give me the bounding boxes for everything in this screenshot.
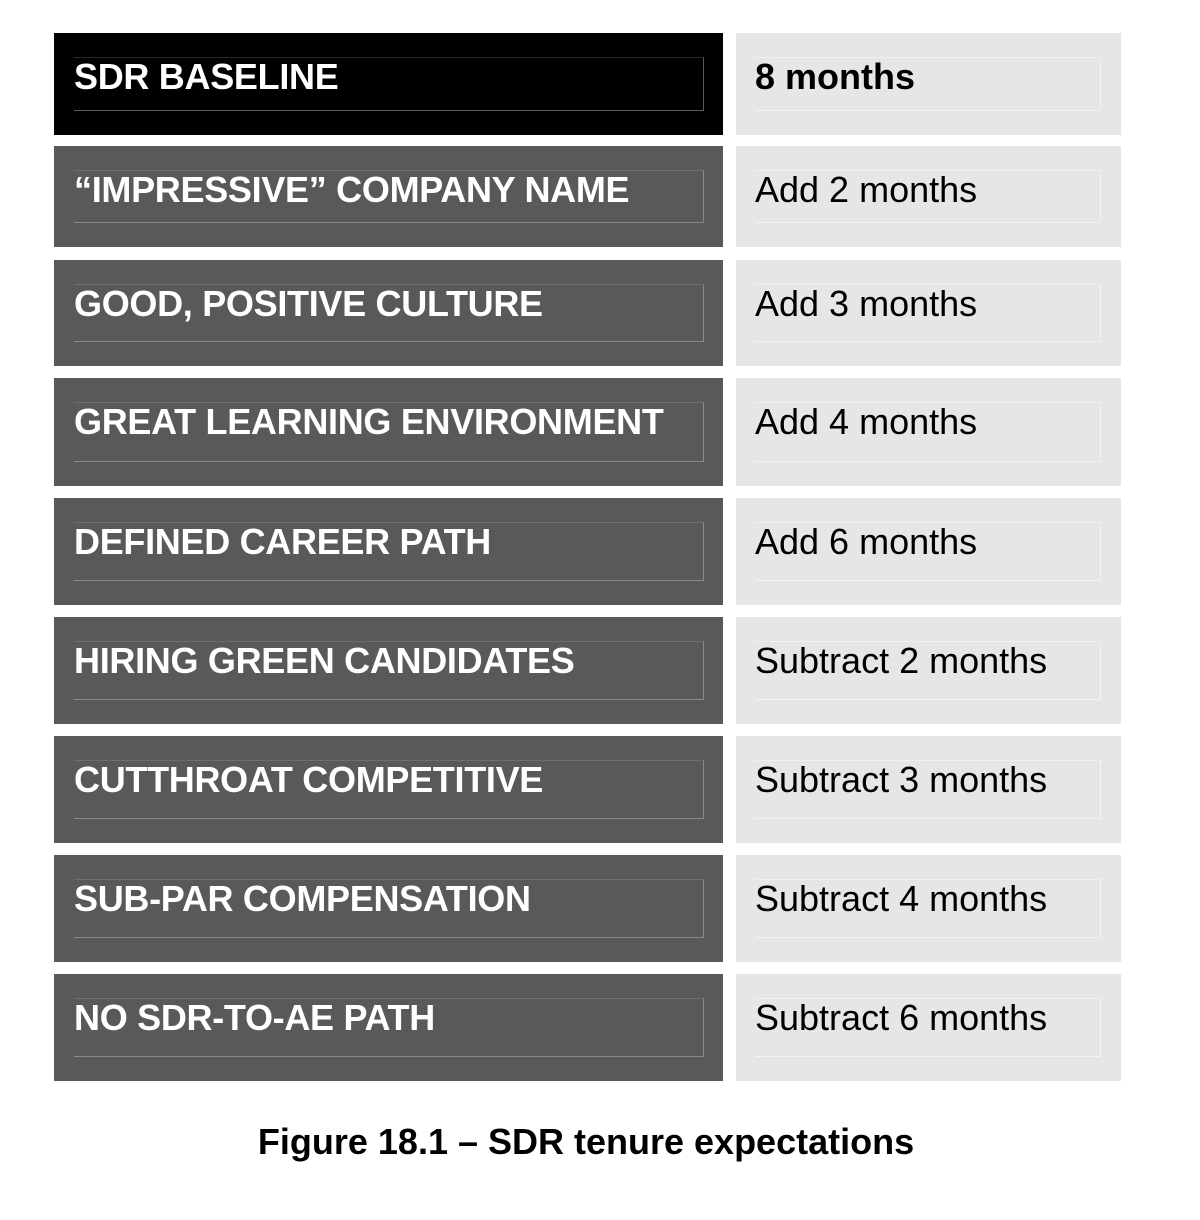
factor-cell: GOOD, POSITIVE CULTURE — [54, 260, 723, 366]
value-label: 8 months — [755, 56, 916, 97]
value-cell: Add 6 months — [736, 498, 1121, 605]
cell-frame — [74, 760, 704, 819]
cell-frame — [74, 57, 704, 111]
factor-cell: DEFINED CAREER PATH — [54, 498, 723, 605]
cell-frame — [755, 170, 1101, 223]
factor-label: “IMPRESSIVE” COMPANY NAME — [74, 169, 630, 210]
cell-frame — [74, 284, 704, 342]
table-row: SUB-PAR COMPENSATION Subtract 4 months — [54, 855, 1121, 962]
cell-frame — [74, 998, 704, 1057]
factor-cell: CUTTHROAT COMPETITIVE — [54, 736, 723, 843]
factor-label: SUB-PAR COMPENSATION — [74, 878, 531, 919]
value-cell: Add 2 months — [736, 146, 1121, 247]
value-cell: Add 4 months — [736, 378, 1121, 486]
factor-label: CUTTHROAT COMPETITIVE — [74, 759, 544, 800]
value-label: Add 3 months — [755, 283, 978, 324]
table-row-baseline: SDR BASELINE 8 months — [54, 33, 1121, 135]
table-row: NO SDR-TO-AE PATH Subtract 6 months — [54, 974, 1121, 1081]
factor-cell: SUB-PAR COMPENSATION — [54, 855, 723, 962]
cell-frame — [74, 402, 704, 462]
table-row: “IMPRESSIVE” COMPANY NAME Add 2 months — [54, 146, 1121, 247]
value-label: Subtract 6 months — [755, 997, 1048, 1038]
factor-label: DEFINED CAREER PATH — [74, 521, 491, 562]
cell-frame — [755, 402, 1101, 462]
value-cell: Subtract 2 months — [736, 617, 1121, 724]
cell-frame — [755, 760, 1101, 819]
cell-frame — [74, 522, 704, 581]
cell-frame — [755, 998, 1101, 1057]
value-label: Add 4 months — [755, 401, 978, 442]
factor-label: GREAT LEARNING ENVIRONMENT — [74, 401, 664, 442]
cell-frame — [74, 170, 704, 223]
value-label: Add 2 months — [755, 169, 978, 210]
factor-label: NO SDR-TO-AE PATH — [74, 997, 435, 1038]
cell-frame — [74, 879, 704, 938]
factor-cell: NO SDR-TO-AE PATH — [54, 974, 723, 1081]
table-row: CUTTHROAT COMPETITIVE Subtract 3 months — [54, 736, 1121, 843]
value-label: Subtract 3 months — [755, 759, 1048, 800]
value-label: Subtract 2 months — [755, 640, 1048, 681]
cell-frame — [755, 641, 1101, 700]
value-cell: Subtract 6 months — [736, 974, 1121, 1081]
table-row: GOOD, POSITIVE CULTURE Add 3 months — [54, 260, 1121, 366]
figure-caption: Figure 18.1 – SDR tenure expectations — [257, 1121, 915, 1162]
cell-frame — [755, 522, 1101, 581]
factor-label: HIRING GREEN CANDIDATES — [74, 640, 575, 681]
cell-frame — [74, 641, 704, 700]
table-row: HIRING GREEN CANDIDATES Subtract 2 month… — [54, 617, 1121, 724]
table-row: DEFINED CAREER PATH Add 6 months — [54, 498, 1121, 605]
factor-cell: SDR BASELINE — [54, 33, 723, 135]
factor-label: SDR BASELINE — [74, 56, 339, 97]
cell-frame — [755, 57, 1101, 111]
factor-cell: GREAT LEARNING ENVIRONMENT — [54, 378, 723, 486]
value-label: Subtract 4 months — [755, 878, 1048, 919]
value-cell: 8 months — [736, 33, 1121, 135]
cell-frame — [755, 879, 1101, 938]
value-label: Add 6 months — [755, 521, 978, 562]
factor-cell: HIRING GREEN CANDIDATES — [54, 617, 723, 724]
cell-frame — [755, 284, 1101, 342]
value-cell: Subtract 4 months — [736, 855, 1121, 962]
factor-label: GOOD, POSITIVE CULTURE — [74, 283, 543, 324]
value-cell: Subtract 3 months — [736, 736, 1121, 843]
table-row: GREAT LEARNING ENVIRONMENT Add 4 months — [54, 378, 1121, 486]
factor-cell: “IMPRESSIVE” COMPANY NAME — [54, 146, 723, 247]
value-cell: Add 3 months — [736, 260, 1121, 366]
